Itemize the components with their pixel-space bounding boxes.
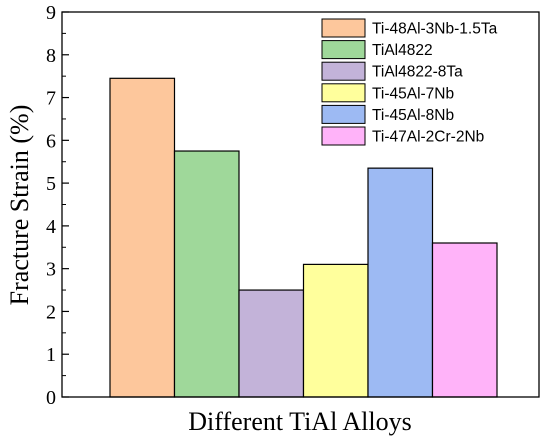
y-tick-label: 6 <box>46 130 56 152</box>
legend-label-5: Ti-45Al-8Nb <box>372 107 454 124</box>
legend-label-3: TiAl4822-8Ta <box>372 64 463 81</box>
legend-label-1: Ti-48Al-3Nb-1.5Ta <box>372 21 498 38</box>
bar-4 <box>302 263 369 398</box>
y-axis-label: Fracture Strain (%) <box>5 105 34 306</box>
bar-2 <box>173 150 240 398</box>
bar-5 <box>367 167 434 398</box>
legend-label-2: TiAl4822 <box>372 42 433 59</box>
legend-swatch-2 <box>321 40 366 60</box>
bar-6 <box>431 242 498 398</box>
bar-1 <box>109 77 176 398</box>
y-tick-label: 3 <box>46 259 56 281</box>
y-tick-label: 8 <box>46 45 56 67</box>
y-tick-label: 5 <box>46 173 56 195</box>
x-axis-label: Different TiAl Alloys <box>188 407 411 436</box>
legend-swatch-5 <box>321 104 366 124</box>
legend-swatch-6 <box>321 126 366 146</box>
y-tick-label: 7 <box>46 88 56 110</box>
legend-swatch-4 <box>321 83 366 103</box>
y-tick-label: 9 <box>46 2 56 24</box>
y-tick-label: 2 <box>46 301 56 323</box>
y-axis: 0 1 2 3 4 5 6 7 8 9 <box>46 2 69 409</box>
legend-label-4: Ti-45Al-7Nb <box>372 85 454 102</box>
y-tick-label: 4 <box>46 216 56 238</box>
bar-3 <box>238 289 305 398</box>
legend-swatch-3 <box>321 61 366 81</box>
y-tick-label: 0 <box>46 387 56 409</box>
legend-label-6: Ti-47Al-2Cr-2Nb <box>372 129 484 146</box>
bars-group <box>109 77 498 398</box>
legend-swatch-1 <box>321 18 366 38</box>
y-tick-label: 1 <box>46 344 56 366</box>
legend: Ti-48Al-3Nb-1.5Ta TiAl4822 TiAl4822-8Ta Ti-… <box>321 18 498 146</box>
